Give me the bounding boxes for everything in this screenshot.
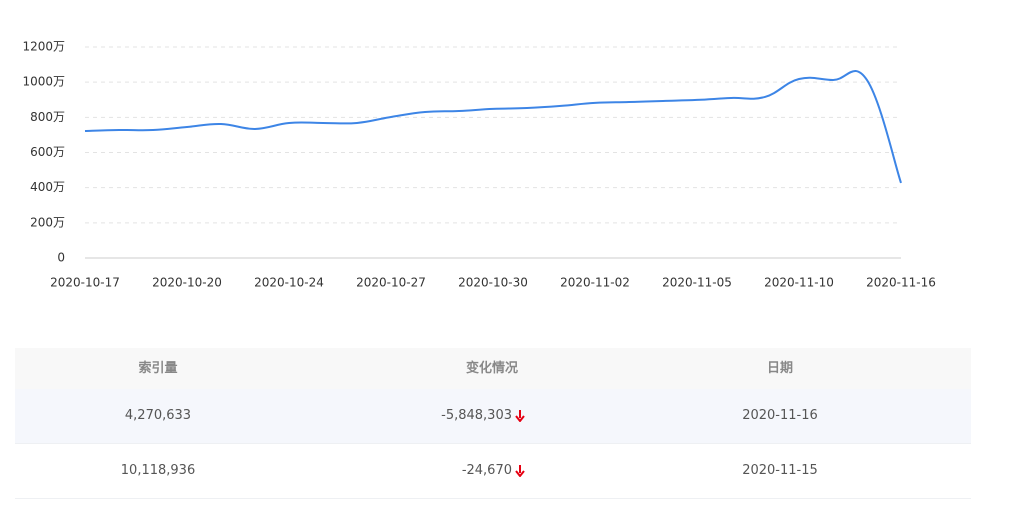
- down-arrow: [515, 465, 525, 477]
- table-header: 索引量 变化情况 日期: [15, 348, 971, 390]
- table-cell: 10,118,936: [120, 463, 196, 478]
- x-tick-label: 2020-10-24: [254, 276, 324, 290]
- y-tick-label: 1200万: [22, 40, 65, 54]
- y-tick-label: 600万: [30, 145, 65, 159]
- y-tick-label: 800万: [30, 110, 65, 124]
- table-cell: -5,848,303: [441, 408, 512, 423]
- x-tick-label: 2020-11-10: [764, 276, 834, 290]
- table-cell: 2020-11-15: [742, 463, 818, 478]
- x-tick-label: 2020-11-02: [560, 276, 630, 290]
- x-tick-label: 2020-11-16: [866, 276, 936, 290]
- chart: 0 200万 400万 600万 800万 1000万 1200万 2020-10-17 202…: [22, 40, 936, 290]
- y-tick-label: 0: [57, 251, 65, 265]
- line-series: [84, 70, 902, 184]
- x-tick-label: 2020-10-27: [356, 276, 426, 290]
- x-tick-label: 2020-10-20: [152, 276, 222, 290]
- header-cell: 变化情况: [465, 360, 518, 376]
- down-arrow: [515, 410, 525, 422]
- table-cell: 4,270,633: [124, 408, 192, 423]
- table-cell: 2020-11-16: [742, 408, 818, 423]
- header-cell: 索引量: [138, 360, 178, 376]
- table-cell: -24,670: [461, 463, 512, 478]
- x-tick-label: 2020-10-17: [50, 276, 120, 290]
- y-tick-label: 400万: [30, 180, 65, 194]
- y-tick-label: 200万: [30, 215, 65, 229]
- header-cell: 日期: [766, 360, 793, 376]
- x-tick-label: 2020-10-30: [458, 276, 528, 290]
- table-row: 4,270,633 -5,848,303 2020-11-16: [15, 389, 971, 444]
- table-row: 10,118,936 -24,670 2020-11-15: [15, 444, 971, 499]
- x-tick-label: 2020-11-05: [662, 276, 732, 290]
- y-tick-label: 1000万: [22, 75, 65, 89]
